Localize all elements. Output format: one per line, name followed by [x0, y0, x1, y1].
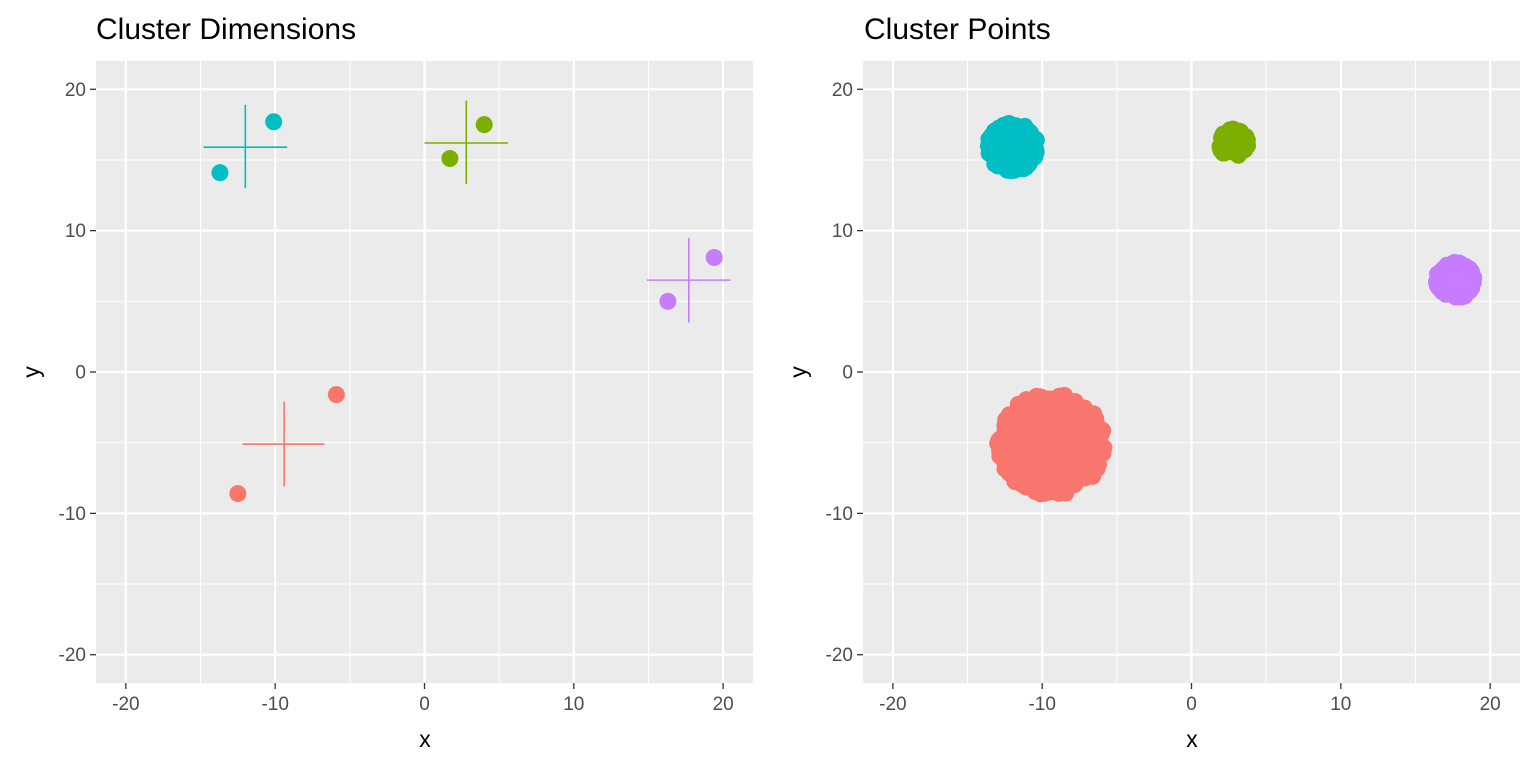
- data-point: [1070, 449, 1088, 467]
- panel-title: Cluster Dimensions: [96, 13, 356, 46]
- y-tick-label: 10: [832, 221, 853, 242]
- y-tick-label: 0: [75, 363, 86, 384]
- data-point: [1083, 446, 1101, 464]
- series-1: [1211, 120, 1257, 164]
- data-point: [1051, 405, 1069, 423]
- y-tick-label: -20: [59, 645, 86, 666]
- data-point: [475, 116, 493, 134]
- data-point: [1003, 149, 1021, 167]
- x-tick-label: 0: [1186, 694, 1197, 715]
- data-point: [1055, 387, 1073, 405]
- y-tick-label: 0: [842, 363, 853, 384]
- data-point: [1020, 445, 1038, 463]
- data-point: [1434, 263, 1452, 281]
- series-2: [203, 104, 288, 189]
- data-point: [441, 150, 459, 168]
- data-point: [1009, 456, 1027, 474]
- grid: [863, 61, 1520, 683]
- data-point: [265, 113, 283, 131]
- data-point: [985, 149, 1003, 167]
- data-point: [999, 409, 1017, 427]
- series-3: [646, 237, 731, 323]
- data-point: [1452, 288, 1470, 306]
- grid: [96, 61, 753, 683]
- x-tick-label: -10: [1028, 694, 1055, 715]
- data-point: [1025, 141, 1043, 159]
- data-point: [1036, 445, 1054, 463]
- data-point: [327, 386, 345, 404]
- series-0: [989, 387, 1113, 503]
- data-point: [1433, 278, 1451, 296]
- data-point: [1223, 125, 1241, 143]
- data-point: [1460, 263, 1478, 281]
- data-point: [1021, 393, 1039, 411]
- x-tick-label: -20: [879, 694, 906, 715]
- cluster-dimensions-panel: Cluster Dimensions x y -20 -10 0 10 20 -20 -10…: [18, 13, 753, 752]
- data-point: [705, 248, 723, 266]
- x-tick-label: 10: [1330, 694, 1351, 715]
- data-point: [1028, 432, 1046, 450]
- y-tick-label: -10: [59, 504, 86, 525]
- x-tick-label: 20: [1480, 694, 1501, 715]
- data-point: [1042, 462, 1060, 480]
- y-tick-label: 20: [65, 80, 86, 101]
- data-point: [1050, 429, 1068, 447]
- y-tick-label: 20: [832, 80, 853, 101]
- y-axis-title: y: [785, 366, 811, 378]
- data-point: [659, 292, 677, 310]
- data-point: [1036, 399, 1054, 417]
- y-tick-label: 10: [65, 221, 86, 242]
- y-axis-title: y: [18, 366, 44, 378]
- cluster-points-panel: Cluster Points x y -20 -10 0 10 20 -20 -10 0 10 2…: [785, 13, 1520, 752]
- data-point: [1014, 470, 1032, 488]
- series-1: [424, 100, 509, 184]
- data-point: [1008, 126, 1026, 144]
- data-point: [1058, 441, 1076, 459]
- data-point: [990, 136, 1008, 154]
- x-tick-label: 20: [713, 694, 734, 715]
- x-axis-title: x: [419, 726, 431, 752]
- y-tick-label: -20: [826, 645, 853, 666]
- x-axis-title: x: [1186, 726, 1198, 752]
- data-point: [1214, 144, 1232, 162]
- data-point: [1035, 415, 1053, 433]
- series-2: [979, 114, 1045, 180]
- data-point: [211, 164, 229, 182]
- data-point: [1082, 433, 1100, 451]
- data-point: [229, 485, 247, 503]
- panel-title: Cluster Points: [864, 13, 1051, 46]
- x-tick-label: 0: [419, 694, 430, 715]
- data-point: [1084, 459, 1102, 477]
- x-tick-label: 10: [563, 694, 584, 715]
- data-point: [1059, 466, 1077, 484]
- y-tick-label: -10: [826, 504, 853, 525]
- series-3: [1427, 253, 1483, 306]
- data-point: [985, 122, 1003, 140]
- x-tick-label: -20: [112, 694, 139, 715]
- x-tick-label: -10: [261, 694, 288, 715]
- series-0: [229, 386, 345, 503]
